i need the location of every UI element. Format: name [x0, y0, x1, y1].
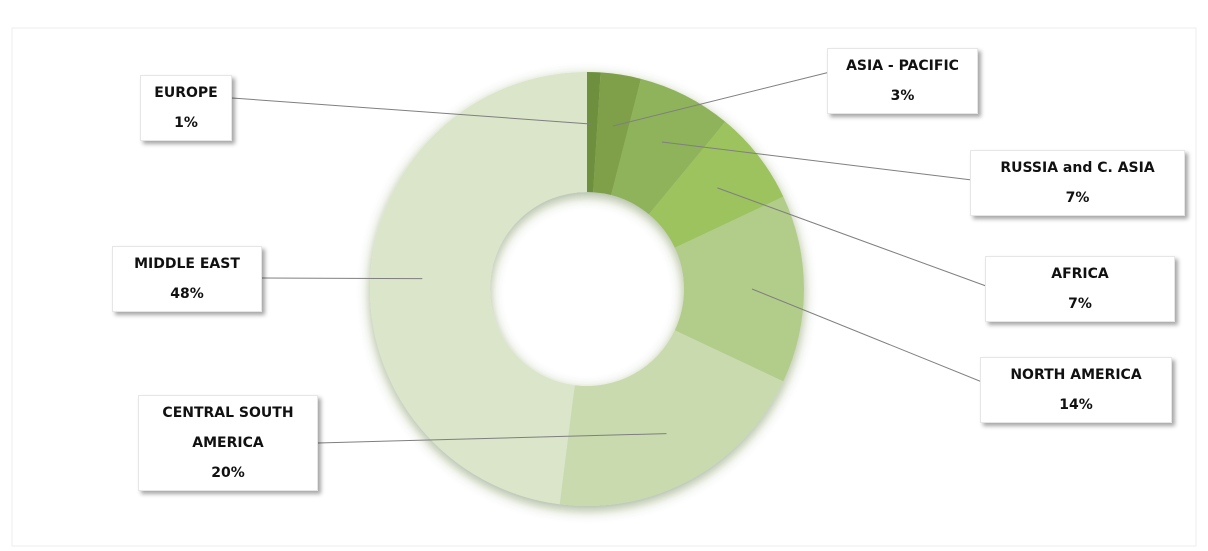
- slice: [587, 72, 601, 193]
- label-value: 14%: [1059, 397, 1093, 413]
- label-name: MIDDLE EAST: [134, 256, 240, 272]
- label-name: RUSSIA and C. ASIA: [1000, 160, 1155, 176]
- label-value: 48%: [170, 286, 204, 302]
- label-name: AFRICA: [1051, 266, 1109, 282]
- leader-line: [317, 433, 667, 444]
- label-value: 7%: [1065, 190, 1090, 206]
- label-value: 20%: [211, 465, 245, 481]
- leader-line: [717, 187, 987, 287]
- label-name: EUROPE: [154, 85, 218, 101]
- label-value: 7%: [1068, 296, 1092, 312]
- data-label: NORTH AMERICA 14%: [980, 357, 1172, 423]
- data-label: MIDDLE EAST 48%: [112, 246, 262, 312]
- label-name: NORTH AMERICA: [1010, 367, 1142, 383]
- data-label: RUSSIA and C. ASIA 7%: [970, 150, 1185, 216]
- data-label: ASIA - PACIFIC 3%: [827, 48, 978, 114]
- leader-line: [261, 277, 423, 280]
- leader-line: [661, 141, 973, 181]
- slice: [648, 121, 784, 248]
- leader-line: [612, 71, 831, 127]
- data-label: AFRICA 7%: [985, 256, 1175, 322]
- slice: [369, 72, 587, 505]
- slice: [559, 330, 784, 506]
- data-label: CENTRAL SOUTH AMERICA 20%: [138, 395, 318, 491]
- leader-lines: [231, 71, 987, 444]
- slice: [674, 196, 804, 382]
- slice: [611, 78, 726, 215]
- slice: [593, 72, 641, 196]
- leader-line: [751, 288, 983, 383]
- label-name: ASIA - PACIFIC: [846, 58, 959, 74]
- data-label: EUROPE 1%: [140, 75, 232, 141]
- label-name: CENTRAL SOUTH AMERICA: [162, 405, 294, 451]
- leader-line: [231, 97, 593, 125]
- donut: [369, 72, 804, 506]
- label-value: 3%: [890, 88, 915, 104]
- label-value: 1%: [174, 115, 198, 131]
